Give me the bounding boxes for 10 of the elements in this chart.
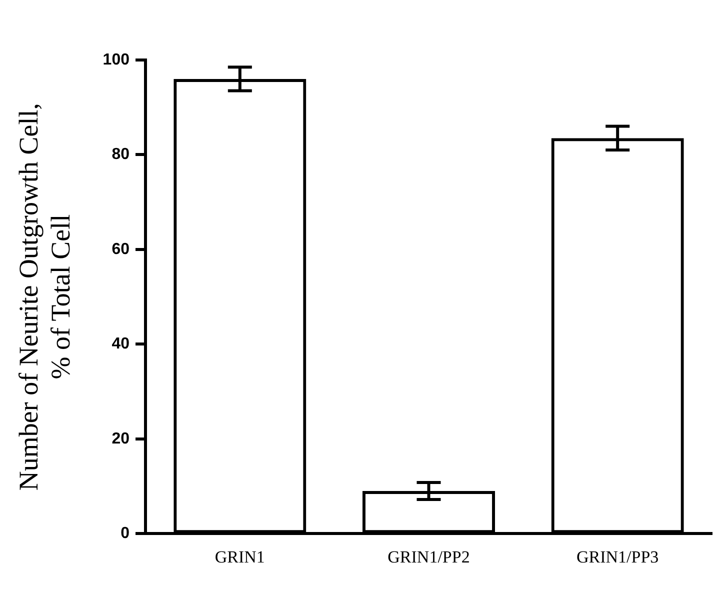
y-axis-title: Number of Neurite Outgrowth Cell, % of Total Cell — [13, 102, 76, 491]
y-tick-label: 80 — [112, 146, 130, 164]
y-tick-label: 60 — [112, 240, 130, 258]
x-tick-label: GRIN1/PP3 — [576, 547, 659, 566]
y-tick-label: 40 — [112, 336, 130, 353]
x-tick-label: GRIN1/PP2 — [388, 547, 470, 566]
y-tick-label: 0 — [120, 525, 130, 542]
y-tick-label: 20 — [112, 430, 130, 448]
x-tick-label: GRIN1 — [214, 547, 265, 566]
y-tick-label: 100 — [102, 51, 130, 68]
